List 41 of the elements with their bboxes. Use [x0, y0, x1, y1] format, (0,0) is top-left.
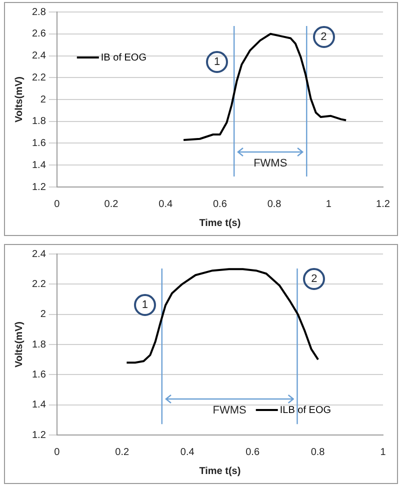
x-tick-label: 0	[54, 198, 60, 210]
x-tick-label: 1	[380, 446, 386, 458]
annotation: 1	[134, 294, 156, 316]
x-tick-label: 0.4	[158, 198, 173, 210]
x-tick-label: 0.6	[246, 446, 260, 458]
legend-label: ILB of EOG	[280, 404, 332, 416]
y-tick-label: 2.8	[32, 6, 46, 18]
x-tick-label: 0.2	[115, 446, 130, 458]
x-tick-label: 0.6	[213, 198, 228, 210]
x-tick-label: 0.2	[104, 198, 119, 210]
x-tick-label: 0.8	[267, 198, 282, 210]
y-tick-label: 1.2	[32, 182, 46, 193]
x-axis-title: Time t(s)	[199, 466, 241, 477]
y-tick-label: 2.4	[32, 248, 46, 260]
y-axis-title: Volts(mV)	[14, 322, 25, 368]
x-tick-label: 1.2	[376, 198, 390, 210]
y-tick-label: 1.2	[32, 430, 46, 441]
x-tick-label: 0.8	[310, 446, 326, 458]
y-tick-label: 2.6	[32, 28, 46, 40]
x-tick-label: 0.4	[180, 446, 195, 458]
y-tick-label: 1.8	[32, 339, 46, 350]
annotation: FWMS	[254, 158, 288, 170]
y-tick-label: 2.2	[32, 72, 46, 84]
y-tick-label: 2	[40, 94, 46, 106]
y-tick-label: 2.4	[32, 50, 46, 62]
y-tick-label: 1.4	[32, 160, 46, 171]
annotation: FWMS	[212, 404, 246, 416]
x-axis-title: Time t(s)	[199, 218, 241, 229]
x-tick-label: 0	[54, 446, 60, 458]
annotation: 2	[303, 268, 326, 290]
annotation: 2	[312, 26, 335, 48]
x-tick-label: 1	[326, 198, 332, 210]
y-tick-label: 1.6	[32, 138, 46, 149]
annotation: 1	[206, 50, 228, 72]
y-tick-label: 1.8	[32, 116, 46, 128]
y-tick-label: 2	[40, 309, 46, 320]
y-tick-label: 1.4	[32, 400, 46, 411]
y-axis-title: Volts(mV)	[14, 76, 25, 122]
legend-label: IB of EOG	[100, 52, 147, 64]
y-tick-label: 2.2	[32, 278, 46, 290]
y-tick-label: 1.6	[32, 369, 46, 380]
